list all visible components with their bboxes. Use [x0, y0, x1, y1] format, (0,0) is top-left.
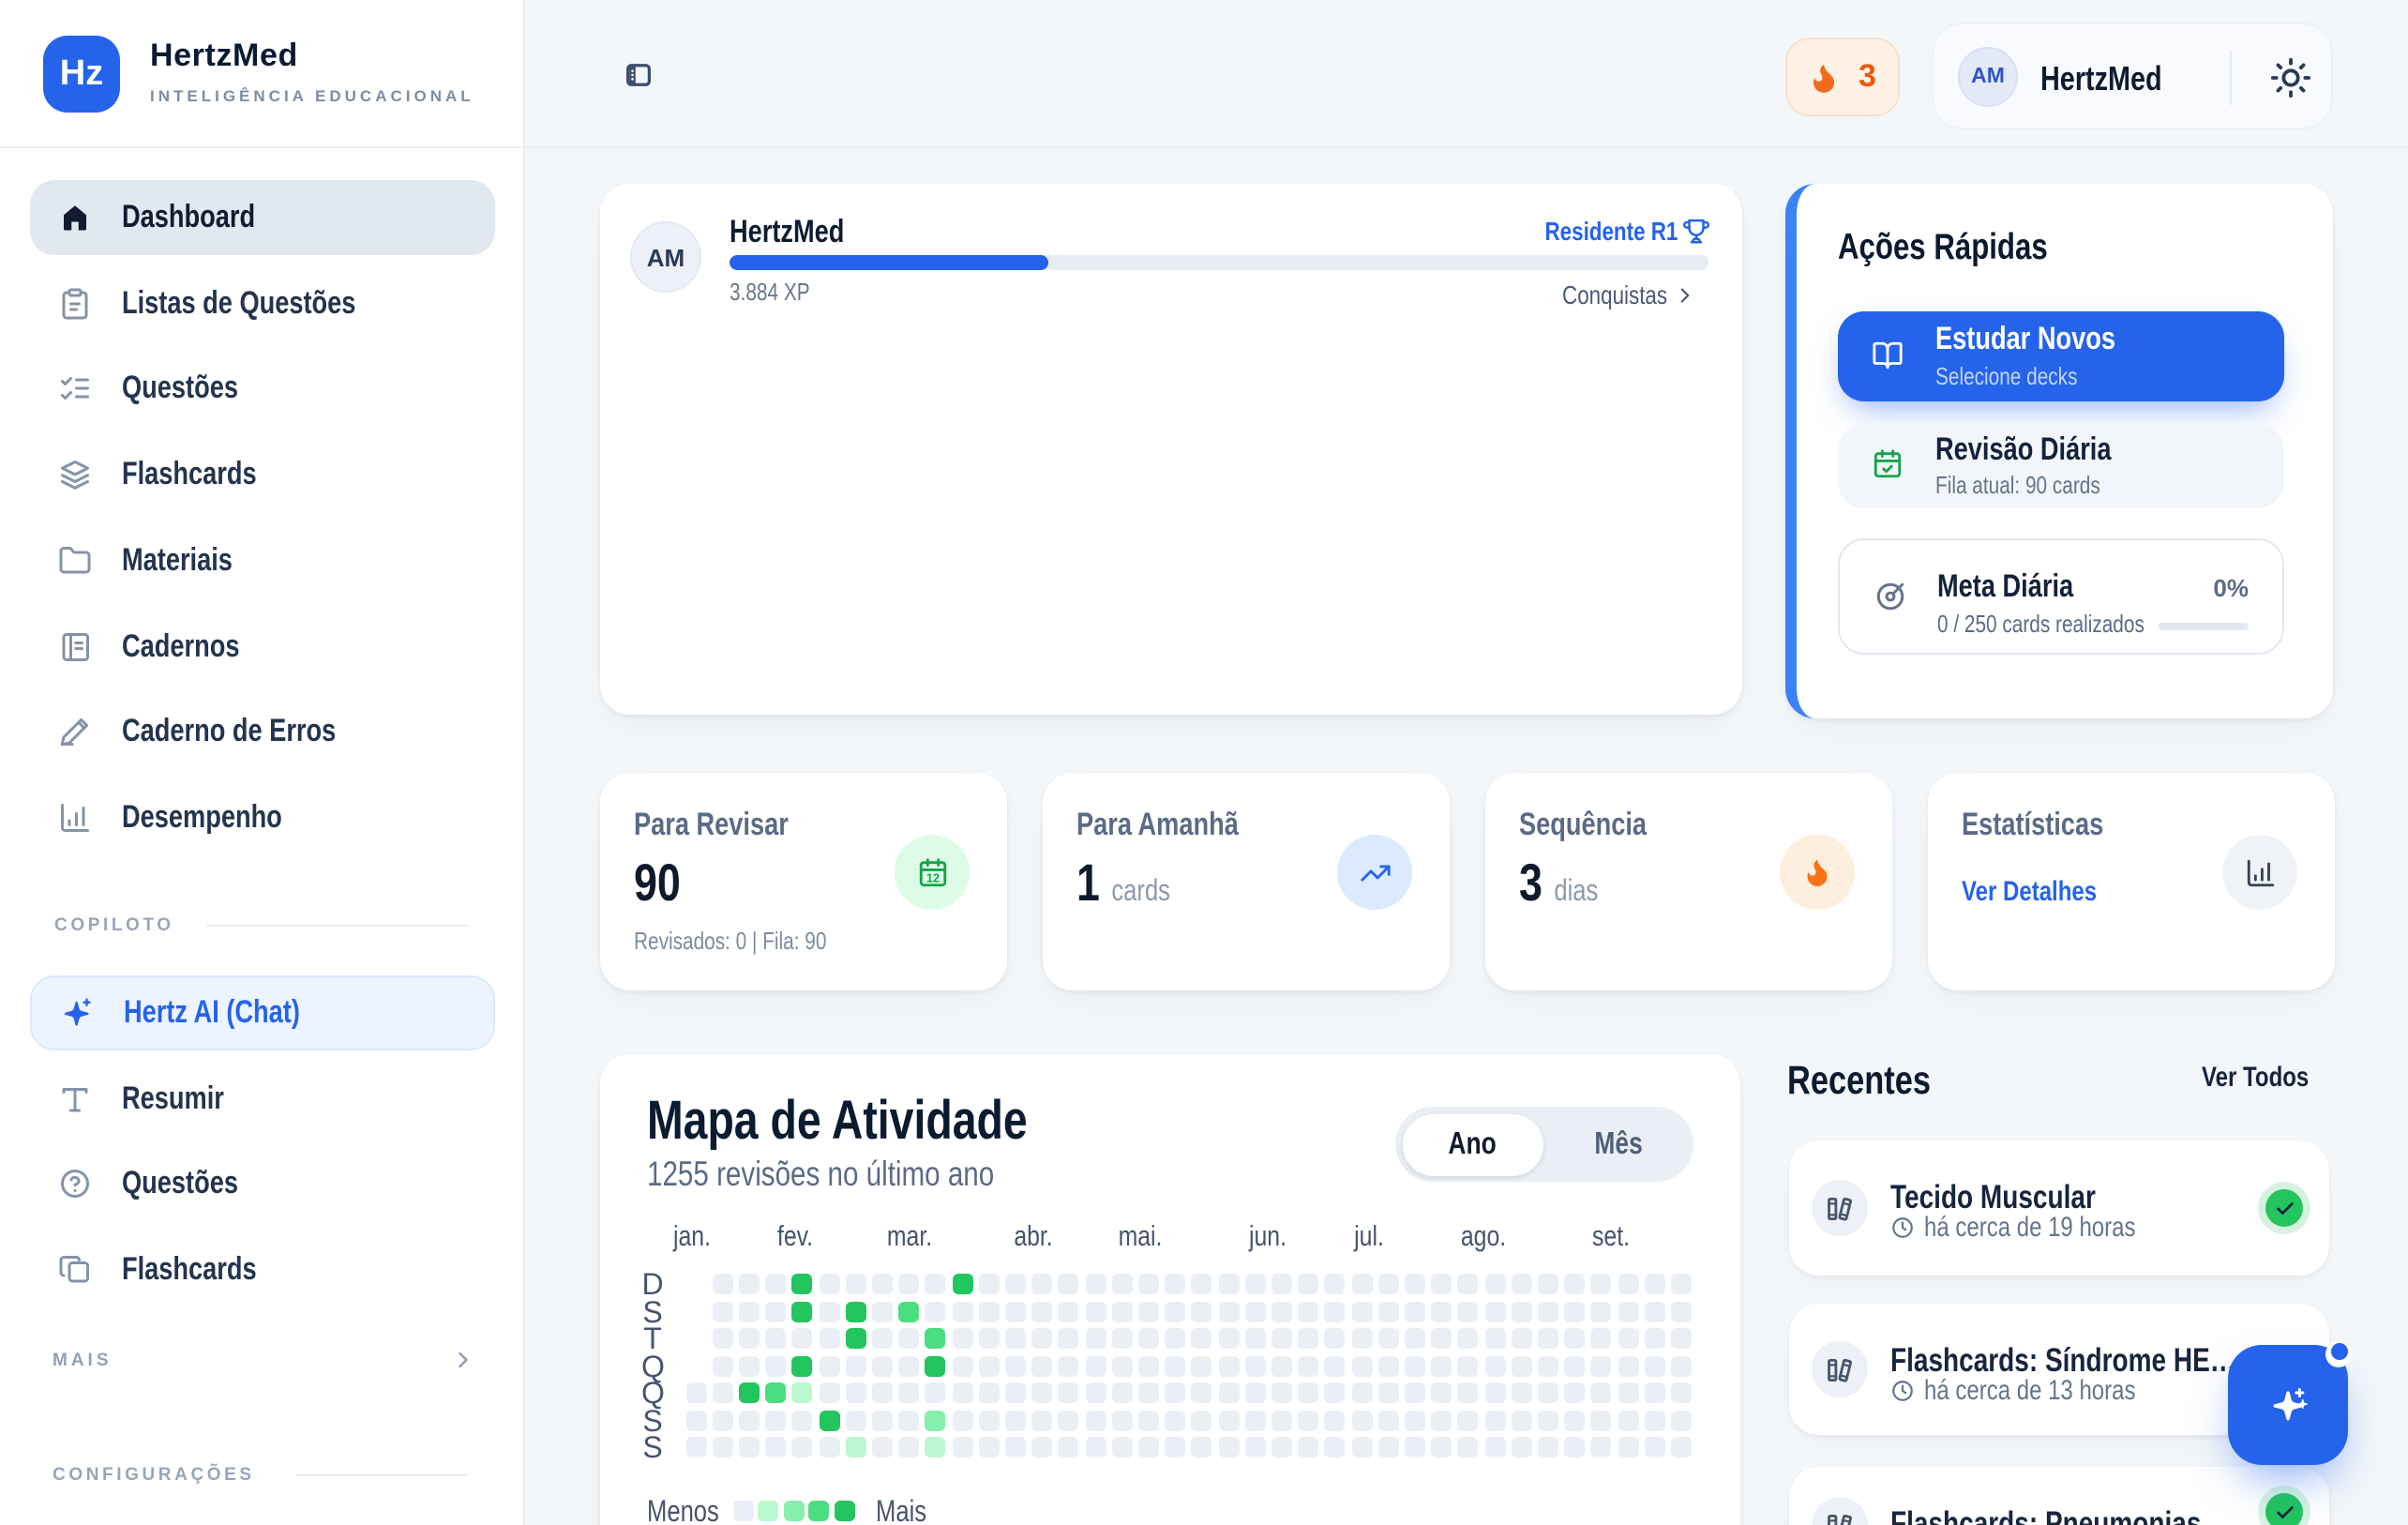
svg-text:12: 12 [926, 869, 939, 883]
